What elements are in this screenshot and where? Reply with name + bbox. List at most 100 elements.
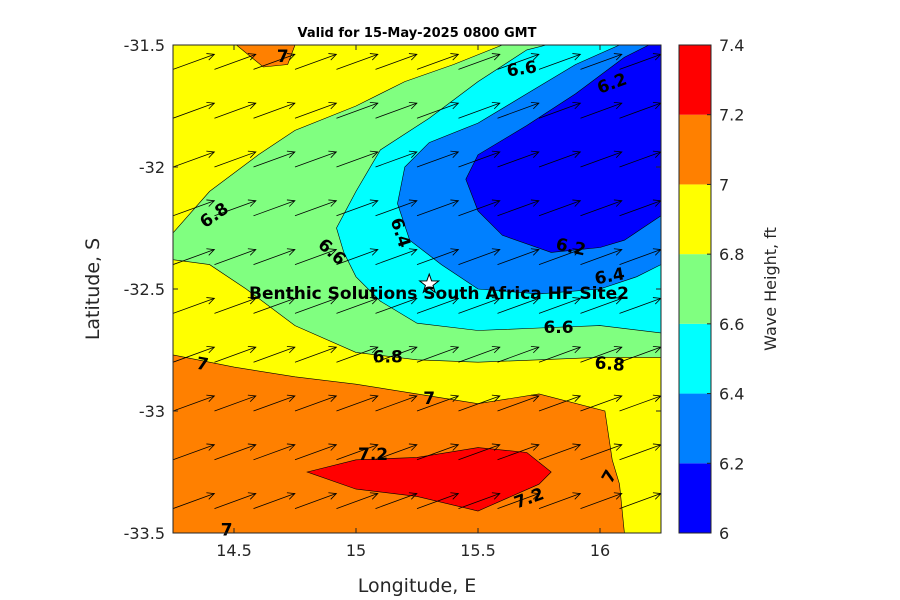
y-axis-label: Latitude, S — [82, 238, 104, 340]
wave-arrow — [214, 394, 257, 412]
wave-arrow — [538, 248, 582, 265]
wave-arrow — [458, 248, 501, 265]
colorbar-tick-label: 7.4 — [719, 36, 744, 55]
y-tick-label: -33 — [139, 402, 165, 421]
wave-arrow — [497, 150, 540, 168]
colorbar-swatch — [679, 463, 711, 533]
wave-arrow — [173, 199, 216, 217]
wave-arrow — [416, 199, 460, 217]
colorbar-label: Wave Height, ft — [761, 227, 780, 351]
wave-arrow — [214, 248, 257, 265]
wave-arrow — [416, 492, 460, 509]
x-tick-label: 16 — [590, 541, 610, 560]
wave-arrow — [253, 150, 296, 168]
wave-arrow — [173, 53, 216, 70]
wave-arrow — [336, 492, 379, 509]
colorbar-swatch — [679, 254, 711, 324]
colorbar-tick-label: 6 — [719, 524, 729, 543]
wave-arrow — [214, 199, 257, 217]
wave-arrow — [580, 297, 623, 314]
wave-arrow — [336, 394, 379, 412]
wave-arrow — [580, 492, 623, 509]
wave-arrow — [336, 53, 379, 70]
wave-arrow — [253, 248, 296, 265]
wave-arrow — [458, 53, 501, 70]
contour-label: 6.6 — [506, 57, 539, 81]
wave-arrow — [580, 199, 623, 217]
wave-arrow — [336, 297, 379, 314]
wave-arrow — [497, 199, 540, 217]
contour-label: 7.2 — [358, 445, 388, 465]
colorbar-tick-label: 7 — [719, 175, 729, 194]
wave-arrow — [173, 101, 216, 119]
site-label: Benthic Solutions South Africa HF Site2 — [249, 284, 629, 304]
y-tick-label: -33.5 — [124, 524, 165, 543]
contour-label: 6.6 — [543, 318, 573, 338]
wave-arrow — [375, 297, 418, 314]
wave-arrow — [336, 101, 379, 119]
x-tick-label: 15 — [346, 541, 366, 560]
wave-arrow — [497, 53, 540, 70]
wave-arrow — [294, 150, 338, 168]
wave-arrow — [458, 443, 501, 461]
wave-arrow — [253, 297, 296, 314]
wave-arrow — [416, 345, 460, 363]
contour-region-7 — [235, 45, 296, 68]
wave-arrow — [336, 345, 379, 363]
wave-arrow — [294, 248, 338, 265]
wave-arrow — [458, 199, 501, 217]
wave-arrow — [580, 394, 623, 412]
wave-arrow — [538, 199, 582, 217]
wave-arrow — [253, 199, 296, 217]
wave-arrow — [497, 297, 540, 314]
wave-arrow — [538, 150, 582, 168]
wave-arrow — [497, 345, 540, 363]
wave-arrow — [294, 394, 338, 412]
contour-label: 6.8 — [373, 347, 403, 367]
wave-arrow — [497, 101, 540, 119]
wave-arrow — [375, 101, 418, 119]
wave-arrow — [538, 297, 582, 314]
wave-arrow — [294, 297, 338, 314]
wave-arrow — [375, 248, 418, 265]
wave-arrow — [253, 345, 296, 363]
wave-arrow — [173, 443, 216, 461]
contour-regions — [173, 45, 661, 533]
wave-arrow — [538, 345, 582, 363]
wave-arrow — [294, 199, 338, 217]
colorbar-swatch — [679, 393, 711, 464]
wave-arrow — [375, 53, 418, 70]
wave-arrow — [173, 345, 216, 363]
wave-arrow — [214, 443, 257, 461]
contour-region-6-2 — [465, 45, 661, 253]
wave-arrow — [294, 345, 338, 363]
colorbar-tick-label: 6.2 — [719, 454, 744, 473]
wave-arrow — [375, 150, 418, 168]
wave-arrow — [580, 150, 623, 168]
wave-arrow — [580, 101, 623, 119]
wave-arrow — [375, 492, 418, 509]
wave-arrow — [538, 443, 582, 461]
wave-arrow — [294, 443, 338, 461]
y-axis: -31.5 -32 -32.5 -33 -33.5 — [124, 36, 661, 543]
wave-arrow — [173, 297, 216, 314]
contour-label: 7 — [195, 354, 210, 376]
wave-arrow — [538, 492, 582, 509]
y-tick-label: -32.5 — [124, 280, 165, 299]
chart-title: Valid for 15-May-2025 0800 GMT — [298, 26, 537, 41]
wave-arrow — [173, 492, 216, 509]
wave-arrow — [538, 101, 582, 119]
site-star-icon — [418, 272, 441, 294]
wave-arrow — [375, 394, 418, 412]
wave-arrow — [458, 101, 501, 119]
colorbar-tick-label: 7.2 — [719, 106, 744, 125]
wave-arrow — [253, 492, 296, 509]
wave-arrow — [294, 53, 338, 70]
wave-arrow — [458, 394, 501, 412]
wave-arrow — [173, 150, 216, 168]
colorbar-swatch — [679, 45, 711, 115]
colorbar-tick-label: 6.6 — [719, 315, 744, 334]
y-tick-label: -32 — [139, 158, 165, 177]
x-axis-label: Longitude, E — [358, 575, 477, 597]
